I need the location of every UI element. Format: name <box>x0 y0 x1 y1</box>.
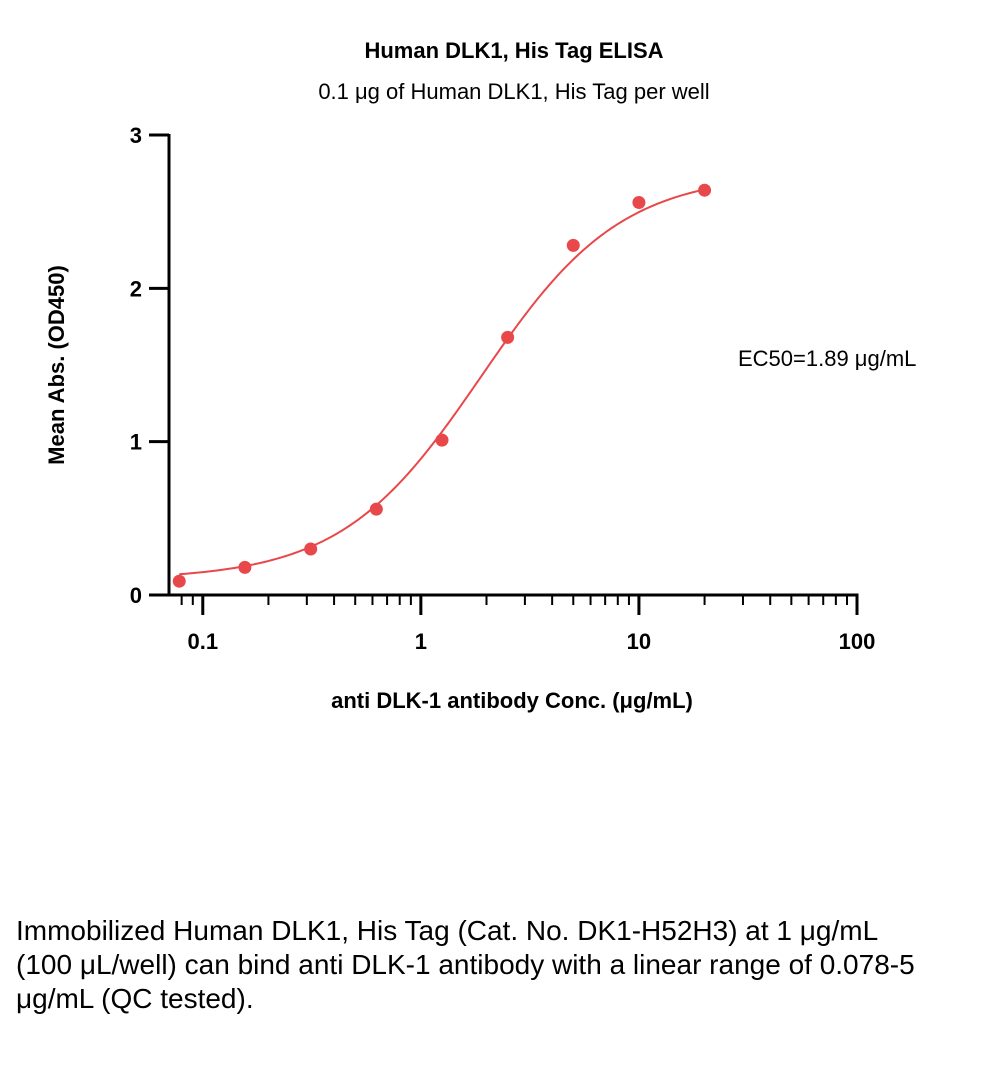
data-point <box>435 433 449 447</box>
ec50-annotation: EC50=1.89 μg/mL <box>738 346 916 371</box>
x-tick-label: 10 <box>627 629 651 654</box>
elisa-chart: Human DLK1, His Tag ELISA 0.1 μg of Huma… <box>44 38 916 713</box>
fit-curve <box>179 188 705 576</box>
axes <box>149 133 859 615</box>
y-tick-label: 1 <box>130 430 142 455</box>
y-axis-label: Mean Abs. (OD450) <box>44 265 69 465</box>
data-point <box>632 195 646 209</box>
data-point <box>172 574 186 588</box>
data-point <box>304 542 318 556</box>
data-point <box>501 330 515 344</box>
y-tick-label: 0 <box>130 583 142 608</box>
tick-labels: 0 1 2 3 0.1 1 10 100 <box>130 123 876 654</box>
data-points <box>172 183 712 588</box>
data-point <box>566 238 580 252</box>
x-tick-label: 1 <box>415 629 427 654</box>
x-tick-label: 100 <box>839 629 876 654</box>
data-point <box>698 183 712 197</box>
y-tick-label: 3 <box>130 123 142 148</box>
figure-caption: Immobilized Human DLK1, His Tag (Cat. No… <box>16 915 915 1014</box>
data-point <box>238 560 252 574</box>
y-tick-label: 2 <box>130 276 142 301</box>
x-tick-label: 0.1 <box>187 629 218 654</box>
data-point <box>369 502 383 516</box>
chart-subtitle: 0.1 μg of Human DLK1, His Tag per well <box>318 79 709 104</box>
x-axis-label: anti DLK-1 antibody Conc. (μg/mL) <box>331 688 693 713</box>
chart-title: Human DLK1, His Tag ELISA <box>364 38 663 63</box>
